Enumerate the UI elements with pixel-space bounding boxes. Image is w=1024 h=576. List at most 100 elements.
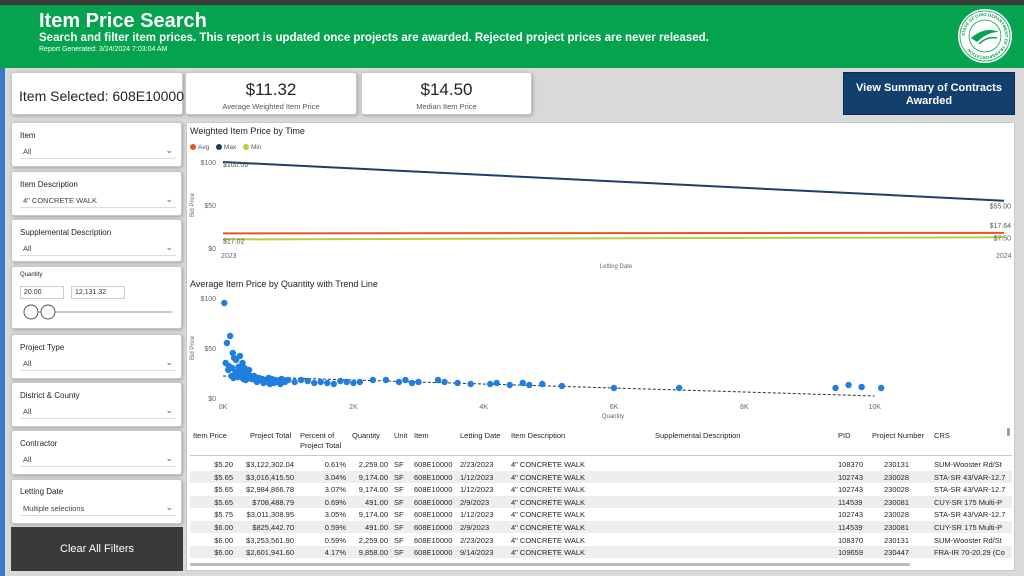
- filter-letting-date-dropdown[interactable]: Multiple selections ⌄: [20, 502, 176, 516]
- report-generated-timestamp: Report Generated: 3/24/2024 7:03:04 AM: [39, 46, 168, 53]
- quantity-max-input[interactable]: 12,131.32: [71, 286, 125, 299]
- table-row[interactable]: $5.20 $3,122,302.04 0.61% 2,259.00 SF 608E100…: [190, 458, 1012, 470]
- table-row[interactable]: $6.00 $2,601,941.60 4.17% 9,858.00 SF 608E100…: [190, 546, 1012, 559]
- view-summary-button[interactable]: View Summary of Contracts Awarded: [843, 72, 1015, 115]
- scatter-chart-title: Average Item Price by Quantity with Tren…: [190, 279, 378, 289]
- table-cell: 2,259.00: [358, 460, 388, 469]
- table-row[interactable]: $5.65 $708,488.79 0.69% 491.00 SF 608E10000 2/…: [190, 495, 1012, 508]
- column-header[interactable]: Project Total: [250, 431, 292, 440]
- odot-seal-icon: STATE OF OHIO DEPARTMENT OF TRANSPORTATI…: [958, 9, 1012, 63]
- chevron-down-icon: ⌄: [165, 145, 173, 155]
- table-cell: $3,016,415.50: [246, 472, 294, 482]
- table-cell: $6.00: [214, 523, 233, 532]
- price-by-quantity-scatter-chart: $100 $50 $0 Bid Price 0K 2K 4K 6K 8K 10K Quantity: [190, 296, 885, 420]
- legend-max[interactable]: Max: [215, 144, 236, 151]
- column-header[interactable]: Item Description: [511, 431, 566, 440]
- scatter-point: [330, 380, 337, 388]
- scatter-point: [845, 381, 852, 389]
- filter-item-value: All: [23, 147, 32, 156]
- x-axis-label: Letting Date: [600, 264, 633, 270]
- filter-district-dropdown[interactable]: All ⌄: [20, 405, 176, 419]
- line-chart-title: Weighted Item Price by Time: [190, 126, 305, 136]
- table-vertical-scrollbar[interactable]: [1007, 428, 1010, 436]
- column-header[interactable]: Item: [414, 431, 429, 440]
- filter-letting-date: Letting Date Multiple selections ⌄: [11, 479, 182, 524]
- quantity-range-slider[interactable]: [20, 303, 178, 321]
- clear-all-filters-button[interactable]: Clear All Filters: [11, 527, 183, 571]
- scatter-point: [610, 384, 618, 392]
- column-header[interactable]: Item Price: [193, 431, 227, 440]
- scatter-point: [232, 368, 239, 376]
- filter-item-dropdown[interactable]: All ⌄: [20, 145, 176, 159]
- table-row[interactable]: $5.75 $3,011,308.95 3.05% 9,174.00 SF 608E100…: [190, 508, 1012, 520]
- table-cell: $5.65: [214, 472, 233, 482]
- column-header[interactable]: Quantity: [352, 431, 380, 440]
- filter-item-description-dropdown[interactable]: 4" CONCRETE WALK ⌄: [20, 194, 176, 208]
- column-header[interactable]: Project Number: [872, 431, 925, 440]
- scatter-point: [877, 384, 885, 392]
- table-cell: 9,858.00: [358, 548, 388, 558]
- table-cell: $6.00: [214, 535, 233, 545]
- table-cell: 608E10000: [414, 548, 453, 558]
- item-selected-card: Item Selected: 608E10000: [11, 72, 184, 115]
- table-cell: 4" CONCRETE WALK: [511, 523, 586, 532]
- table-horizontal-scrollbar[interactable]: [190, 563, 910, 566]
- table-row[interactable]: $6.00 $825,442.70 0.59% 491.00 SF 608E10000 2/…: [190, 521, 1012, 533]
- table-cell: 2/23/2023: [460, 535, 494, 545]
- table-cell: 230131: [884, 460, 910, 469]
- table-cell: 108370: [838, 460, 864, 469]
- x-tick-label: 6K: [610, 404, 619, 411]
- slider-min-handle: [23, 304, 39, 320]
- avg-price-value: $11.32: [245, 80, 297, 99]
- x-tick-label: 2K: [349, 404, 358, 411]
- column-header[interactable]: Letting Date: [460, 431, 501, 440]
- column-header[interactable]: Percent of Project Total: [300, 431, 342, 450]
- filter-item-description-value: 4" CONCRETE WALK: [23, 196, 98, 205]
- table-cell: FRA-IR 70-20.29 (Co: [934, 548, 1005, 558]
- scatter-point: [223, 339, 231, 347]
- x-tick-label: 0K: [219, 404, 228, 411]
- column-header[interactable]: Unit: [394, 431, 408, 440]
- table-cell: 1/12/2023: [460, 510, 494, 520]
- scatter-point: [221, 299, 228, 307]
- filter-item: Item All ⌄: [11, 122, 182, 167]
- scatter-point: [237, 367, 244, 375]
- scatter-point: [236, 352, 244, 360]
- table-cell: 4" CONCRETE WALK: [511, 472, 586, 482]
- filter-contractor-dropdown[interactable]: All ⌄: [20, 453, 176, 467]
- scatter-point: [232, 356, 240, 364]
- table-row[interactable]: $5.65 $2,984,866.78 3.07% 9,174.00 SF 608E100…: [190, 483, 1012, 495]
- table-cell: $2,601,941.60: [246, 548, 294, 558]
- table-cell: 230081: [884, 523, 910, 532]
- column-header[interactable]: PID: [838, 431, 851, 440]
- y-tick-label: $50: [204, 203, 216, 210]
- x-tick-label: 4K: [479, 404, 488, 411]
- filter-project-type-dropdown[interactable]: All ⌄: [20, 357, 176, 371]
- table-cell: 114539: [838, 497, 863, 507]
- scatter-point: [356, 378, 364, 386]
- series-line-max: [222, 161, 1005, 202]
- legend-avg[interactable]: Avg: [190, 144, 209, 151]
- chevron-down-icon: ⌄: [165, 242, 173, 252]
- avg-price-card: $11.32 Average Weighted Item Price: [185, 72, 357, 115]
- table-cell: STA-SR 43/VAR-12.7: [934, 472, 1006, 482]
- filter-project-type: Project Type All ⌄: [11, 334, 182, 379]
- legend-min[interactable]: Min: [243, 144, 261, 151]
- series-line-min: [222, 236, 1005, 241]
- filter-supplemental-dropdown[interactable]: All ⌄: [20, 242, 176, 256]
- column-header[interactable]: CRS: [934, 431, 950, 440]
- data-label: $17.64: [990, 223, 1012, 230]
- table-row[interactable]: $5.65 $3,016,415.50 3.04% 9,174.00 SF 608E100…: [190, 470, 1012, 483]
- view-summary-label-line1: View Summary of Contracts: [856, 82, 1002, 94]
- scatter-point: [343, 378, 351, 386]
- table-cell: 3.04%: [324, 472, 346, 482]
- table-cell: 102743: [838, 472, 864, 482]
- x-axis-label: Quantity: [602, 414, 624, 420]
- table-cell: $3,122,302.04: [246, 460, 294, 469]
- view-summary-label-line2: Awarded: [905, 95, 953, 107]
- filter-contractor-label: Contractor: [20, 439, 58, 448]
- avg-price-label: Average Weighted Item Price: [222, 102, 320, 111]
- table-row[interactable]: $6.00 $3,253,561.90 0.59% 2,259.00 SF 608E100…: [190, 534, 1012, 546]
- column-header[interactable]: Supplemental Description: [655, 431, 741, 440]
- quantity-min-input[interactable]: 20.00: [20, 286, 64, 299]
